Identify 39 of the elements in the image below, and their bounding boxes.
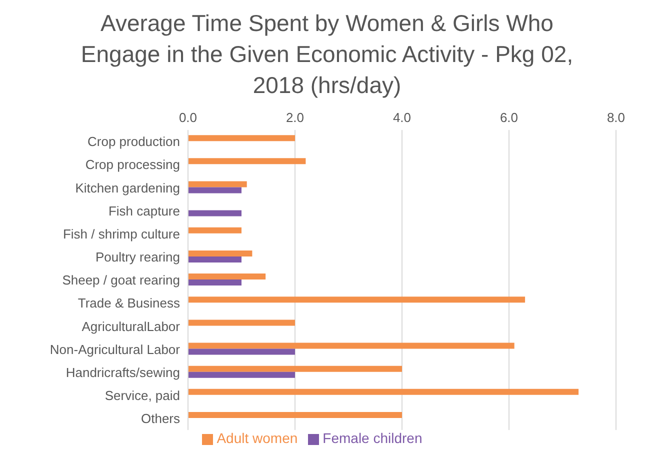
y-tick-label: Crop processing bbox=[85, 157, 180, 172]
x-tick-label: 8.0 bbox=[606, 110, 626, 125]
bar bbox=[188, 274, 266, 280]
y-tick-label: Sheep / goat rearing bbox=[62, 272, 180, 288]
y-tick-label: Fish / shrimp culture bbox=[62, 226, 180, 242]
y-tick-label: Handricrafts/sewing bbox=[66, 364, 180, 380]
y-tick-label: Kitchen gardening bbox=[75, 180, 180, 196]
bar bbox=[188, 250, 252, 256]
bar bbox=[188, 227, 242, 234]
y-tick-label: Poultry rearing bbox=[95, 250, 180, 265]
bar bbox=[188, 210, 242, 216]
chart-title: Average Time Spent by Women & Girls Who Engage in the Given Economic Activity - Pkg 02, 2018 (hrs/day) bbox=[80, 9, 574, 100]
x-tick-label: 4.0 bbox=[392, 110, 412, 125]
bar bbox=[188, 135, 295, 142]
bar bbox=[188, 158, 306, 164]
bar bbox=[188, 342, 514, 349]
y-tick-label: Fish capture bbox=[108, 203, 180, 218]
legend-label: Female children bbox=[322, 430, 422, 446]
bar bbox=[188, 296, 526, 303]
x-tick-label: 0.0 bbox=[178, 110, 198, 125]
y-tick-label: Non-Agricultural Labor bbox=[50, 342, 181, 357]
y-tick-label: Service, paid bbox=[104, 388, 180, 403]
bar bbox=[188, 320, 295, 326]
bar bbox=[188, 256, 242, 262]
bar bbox=[188, 412, 402, 418]
legend-label: Adult women bbox=[216, 430, 298, 446]
bar bbox=[188, 372, 295, 378]
x-tick-label: 6.0 bbox=[500, 110, 518, 125]
bar bbox=[188, 388, 579, 395]
y-tick-label: Others bbox=[140, 411, 180, 426]
bar bbox=[188, 181, 247, 188]
bar bbox=[188, 280, 242, 286]
y-tick-label: Crop production bbox=[88, 134, 180, 150]
bar bbox=[188, 348, 295, 355]
y-tick-label: Trade & Business bbox=[78, 296, 180, 311]
bar bbox=[188, 187, 242, 194]
y-tick-label: AgriculturalLabor bbox=[82, 318, 181, 334]
x-tick-label: 2.0 bbox=[286, 110, 304, 125]
bar bbox=[188, 366, 402, 372]
